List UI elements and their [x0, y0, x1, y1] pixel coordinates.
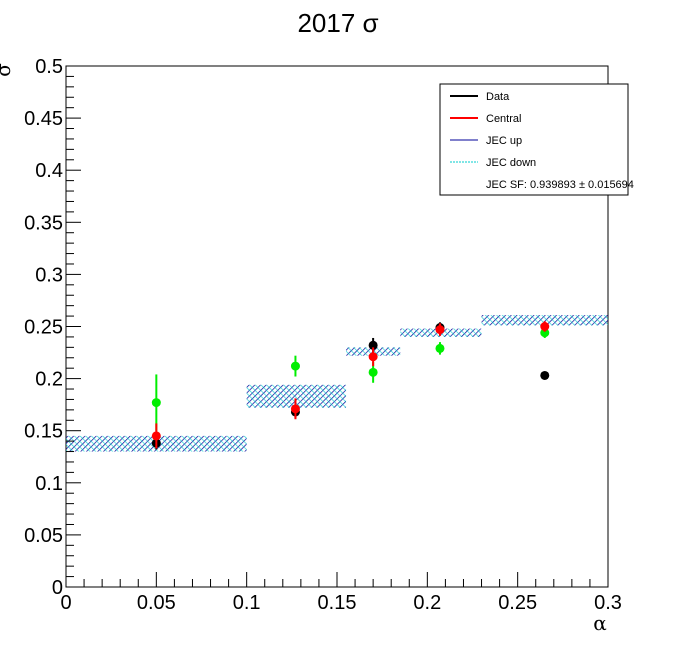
- jec-down-band: [246, 384, 347, 408]
- central-point: [435, 325, 445, 335]
- x-tick-label: 0.2: [413, 592, 441, 614]
- green-point: [435, 343, 445, 353]
- legend-label-central: Central: [486, 113, 521, 125]
- green-point: [151, 398, 161, 408]
- y-tick-label: 0.3: [35, 264, 63, 286]
- y-tick-label: 0.25: [24, 317, 63, 339]
- central-point: [290, 404, 300, 414]
- data-point: [368, 340, 378, 350]
- chart-title: 2017 σ: [297, 8, 378, 38]
- y-tick-label: 0: [52, 577, 63, 599]
- y-tick-label: 0.15: [24, 421, 63, 443]
- central-point: [151, 431, 161, 441]
- data-points: [151, 321, 550, 450]
- jec-down-band: [481, 315, 608, 326]
- y-tick-label: 0.1: [35, 473, 63, 495]
- y-tick-label: 0.5: [35, 56, 63, 78]
- y-tick-label: 0.4: [35, 160, 63, 182]
- x-tick-label: 0.1: [233, 592, 261, 614]
- x-tick-label: 0.15: [318, 592, 357, 614]
- green-point: [290, 361, 300, 371]
- legend-label-jec-sf: JEC SF: 0.939893 ± 0.015694: [486, 179, 634, 191]
- central-point: [368, 352, 378, 362]
- y-axis-title: σ: [0, 63, 15, 77]
- y-tick-label: 0.2: [35, 369, 63, 391]
- axis-ticks: 0 0.05 0.1 0.15 0.2 0.25 0.3 0 0.05 0.1 0.15 0.2 0.2…: [24, 56, 622, 614]
- legend-label-jec-up: JEC up: [486, 135, 522, 147]
- y-tick-label: 0.05: [24, 525, 63, 547]
- x-tick-label: 0.25: [498, 592, 537, 614]
- x-tick-label: 0: [60, 592, 71, 614]
- x-tick-label: 0.05: [137, 592, 176, 614]
- legend: Data Central JEC up JEC down JEC SF: 0.9…: [439, 83, 634, 196]
- green-point: [540, 328, 550, 338]
- jec-bands: [66, 315, 608, 452]
- x-axis-title: α: [593, 611, 607, 635]
- legend-label-data: Data: [486, 91, 510, 103]
- central-point: [540, 322, 550, 331]
- legend-label-jec-down: JEC down: [486, 157, 536, 169]
- data-point: [540, 370, 550, 380]
- green-point: [368, 367, 378, 377]
- x-tick-label: 0.3: [594, 592, 622, 614]
- y-tick-label: 0.35: [24, 212, 63, 234]
- y-tick-label: 0.45: [24, 108, 63, 130]
